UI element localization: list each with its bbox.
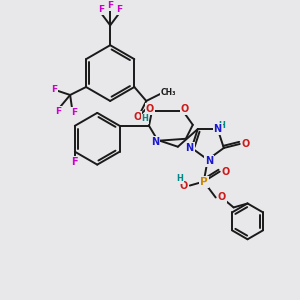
- Text: H: H: [218, 121, 225, 130]
- Text: N: N: [186, 143, 194, 153]
- Text: O: O: [218, 193, 226, 202]
- Text: H: H: [176, 174, 183, 183]
- Text: F: F: [55, 107, 61, 116]
- Text: N: N: [151, 137, 159, 147]
- Text: F: F: [98, 5, 104, 14]
- Text: O: O: [221, 167, 230, 177]
- Text: F: F: [71, 108, 77, 117]
- Text: F: F: [51, 85, 57, 94]
- Text: O: O: [181, 104, 189, 114]
- Text: F: F: [107, 1, 113, 10]
- Text: O: O: [146, 104, 154, 114]
- Text: F: F: [116, 5, 122, 14]
- Text: O: O: [242, 139, 250, 149]
- Text: F: F: [71, 157, 78, 167]
- Text: N: N: [214, 124, 222, 134]
- Text: P: P: [200, 177, 208, 187]
- Text: H: H: [142, 114, 148, 123]
- Text: N: N: [205, 156, 213, 166]
- Text: CH₃: CH₃: [160, 88, 176, 98]
- Text: O: O: [133, 112, 141, 122]
- Text: O: O: [180, 181, 188, 190]
